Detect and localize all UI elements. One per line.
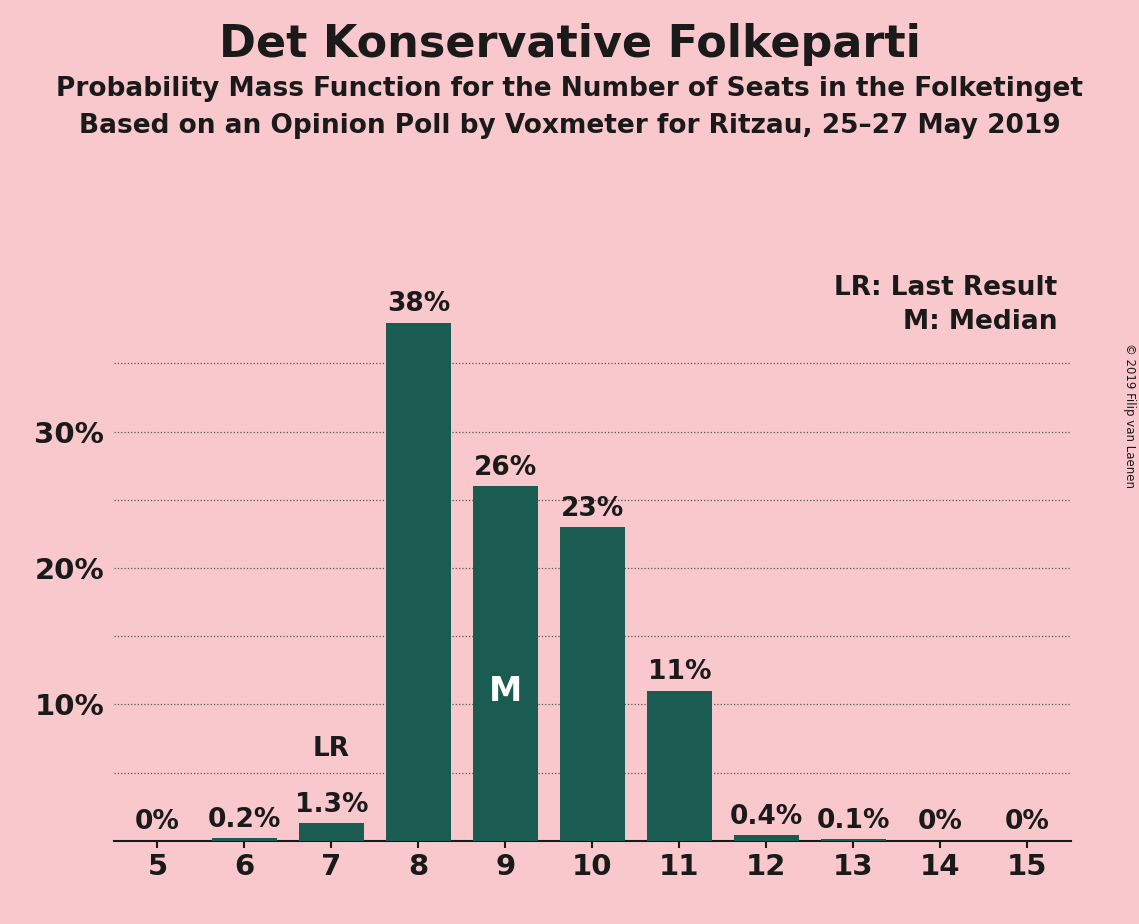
Bar [473, 486, 538, 841]
Bar [734, 835, 798, 841]
Bar [559, 527, 625, 841]
Text: LR: Last Result: LR: Last Result [835, 274, 1058, 301]
Text: Probability Mass Function for the Number of Seats in the Folketinget: Probability Mass Function for the Number… [56, 76, 1083, 102]
Text: 11%: 11% [647, 660, 711, 686]
Text: 0%: 0% [134, 809, 180, 835]
Text: Based on an Opinion Poll by Voxmeter for Ritzau, 25–27 May 2019: Based on an Opinion Poll by Voxmeter for… [79, 113, 1060, 139]
Bar [386, 322, 451, 841]
Text: LR: LR [313, 736, 350, 761]
Text: Det Konservative Folkeparti: Det Konservative Folkeparti [219, 23, 920, 67]
Text: M: M [489, 675, 522, 709]
Bar [212, 838, 277, 841]
Text: 0.4%: 0.4% [730, 804, 803, 830]
Text: 0.1%: 0.1% [817, 808, 890, 834]
Text: M: Median: M: Median [903, 309, 1058, 334]
Text: 0.2%: 0.2% [207, 807, 281, 833]
Text: 1.3%: 1.3% [295, 792, 368, 818]
Text: 26%: 26% [474, 455, 536, 480]
Bar [820, 840, 886, 841]
Text: © 2019 Filip van Laenen: © 2019 Filip van Laenen [1123, 344, 1137, 488]
Text: 0%: 0% [1005, 809, 1050, 835]
Text: 0%: 0% [918, 809, 962, 835]
Text: 38%: 38% [387, 291, 450, 317]
Bar [647, 691, 712, 841]
Bar [298, 823, 364, 841]
Text: 23%: 23% [560, 495, 624, 522]
